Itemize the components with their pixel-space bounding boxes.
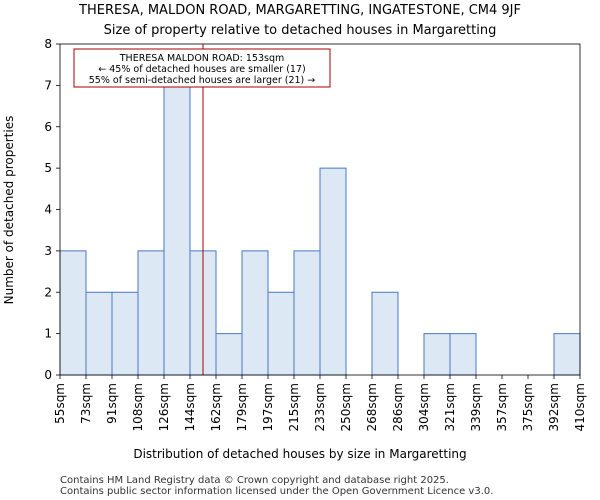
bar-392sqm [553, 333, 581, 376]
x-tick-label: 286sqm [391, 383, 405, 431]
x-tick-label: 375sqm [521, 383, 535, 431]
x-tick-label: 357sqm [495, 383, 509, 431]
y-tick-label: 2 [44, 285, 52, 299]
bar-55sqm [59, 250, 87, 376]
footer-line-1: Contains HM Land Registry data © Crown c… [60, 475, 449, 486]
y-tick-label: 1 [44, 327, 52, 341]
x-tick-label: 126sqm [157, 383, 171, 431]
bar-108sqm [137, 250, 165, 376]
x-tick-label: 162sqm [209, 383, 223, 431]
bars-group [59, 84, 581, 376]
y-tick-label: 4 [44, 203, 52, 217]
y-axis-label: Number of detached properties [2, 116, 16, 305]
annotation-box: THERESA MALDON ROAD: 153sqm ← 45% of det… [73, 48, 331, 88]
bar-162sqm [215, 333, 243, 376]
x-tick-label: 215sqm [287, 383, 301, 431]
x-tick-label: 392sqm [547, 383, 561, 431]
bar-197sqm [267, 291, 295, 376]
y-ticks-group: 0 1 2 3 4 5 6 7 8 [44, 37, 60, 382]
footer-line-2: Contains public sector information licen… [60, 486, 493, 497]
bar-91sqm [111, 291, 139, 376]
x-ticks-group: 55sqm 73sqm 91sqm 108sqm 126sqm 144sqm 162sqm 1… [53, 375, 587, 431]
bar-233sqm [319, 167, 347, 376]
y-tick-label: 7 [44, 78, 52, 92]
x-tick-label: 410sqm [573, 383, 587, 431]
annotation-line-3: 55% of semi-detached houses are larger (… [89, 75, 316, 86]
x-tick-label: 179sqm [235, 383, 249, 431]
y-tick-label: 6 [44, 120, 52, 134]
plot-frame [59, 43, 581, 376]
y-tick-label: 3 [44, 244, 52, 258]
y-tick-label: 5 [44, 161, 52, 175]
chart-subtitle: Size of property relative to detached ho… [104, 23, 497, 38]
y-tick-label: 0 [44, 368, 52, 382]
x-axis-label: Distribution of detached houses by size … [133, 447, 466, 461]
x-tick-label: 321sqm [443, 383, 457, 431]
bar-73sqm [85, 291, 113, 376]
bar-321sqm [449, 333, 477, 376]
x-tick-label: 197sqm [261, 383, 275, 431]
x-tick-label: 233sqm [313, 383, 327, 431]
x-tick-label: 91sqm [105, 383, 119, 424]
x-tick-label: 73sqm [79, 383, 93, 424]
bar-304sqm [423, 333, 451, 376]
chart-title: THERESA, MALDON ROAD, MARGARETTING, INGA… [78, 3, 521, 18]
annotation-line-1: THERESA MALDON ROAD: 153sqm [119, 53, 285, 64]
annotation-rect [73, 48, 331, 88]
x-tick-label: 144sqm [183, 383, 197, 431]
bar-179sqm [241, 250, 269, 376]
bar-268sqm [371, 291, 399, 376]
annotation-line-2: ← 45% of detached houses are smaller (17… [98, 64, 305, 75]
x-tick-label: 55sqm [53, 383, 67, 424]
bar-126sqm [163, 84, 191, 376]
x-tick-label: 250sqm [339, 383, 353, 431]
bar-215sqm [293, 250, 321, 376]
x-tick-label: 304sqm [417, 383, 431, 431]
y-tick-label: 8 [44, 37, 52, 51]
x-tick-label: 339sqm [469, 383, 483, 431]
x-tick-label: 268sqm [365, 383, 379, 431]
x-tick-label: 108sqm [131, 383, 145, 431]
